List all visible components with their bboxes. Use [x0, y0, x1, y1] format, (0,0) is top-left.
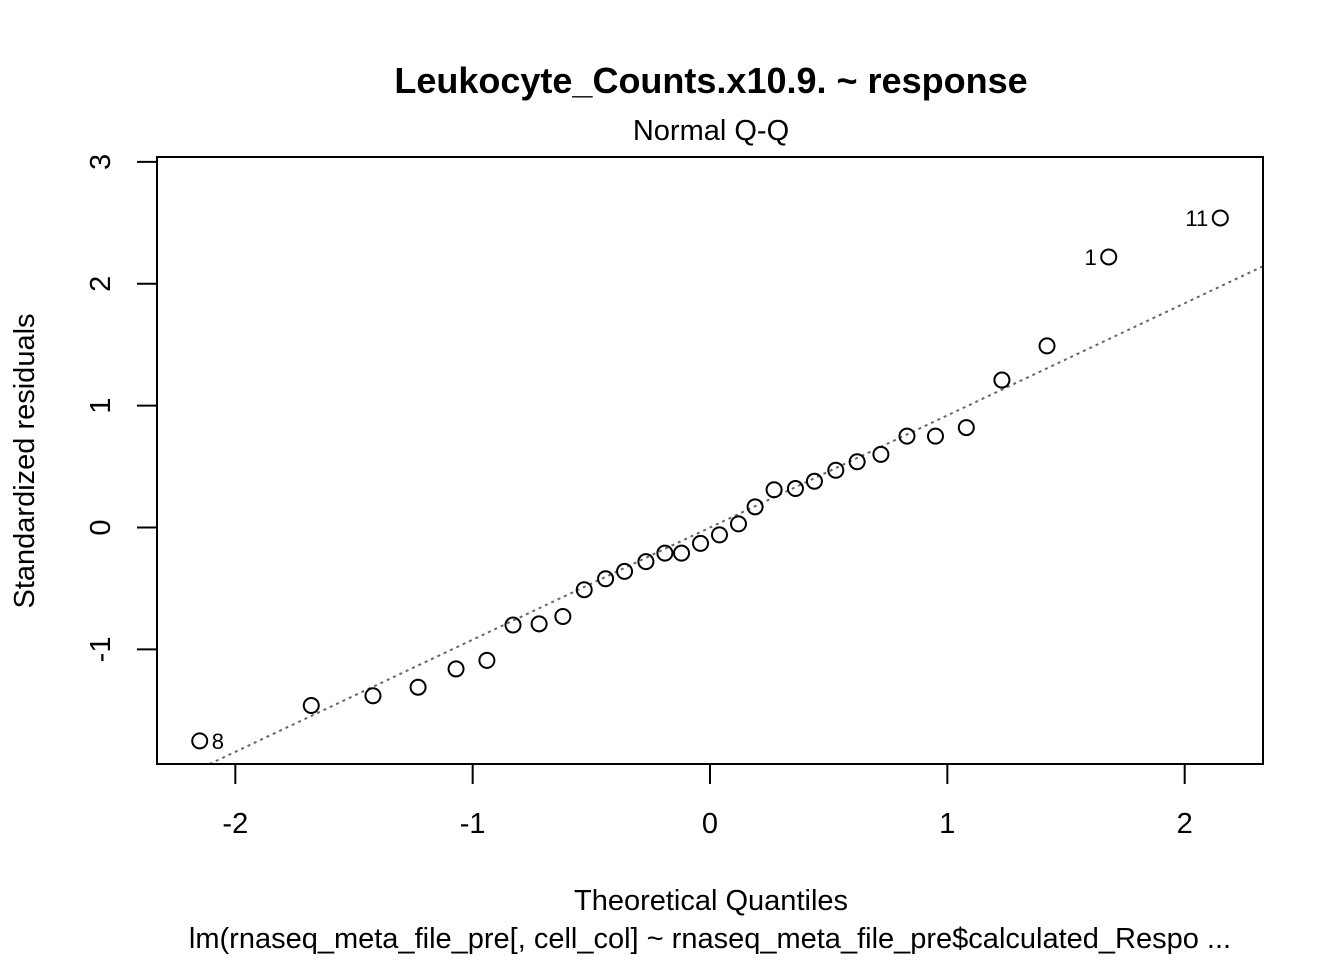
data-point [302, 696, 320, 714]
data-point [530, 615, 548, 633]
y-axis: -1 0 1 2 3 [85, 154, 158, 663]
data-point [447, 660, 465, 678]
model-caption: lm(rnaseq_meta_file_pre[, cell_col] ~ rn… [189, 923, 1231, 955]
data-point [597, 570, 615, 588]
x-tick-label: 1 [939, 808, 955, 840]
data-point [786, 480, 804, 498]
plot-frame [156, 156, 1264, 765]
point-label: 1 [1084, 245, 1096, 270]
x-axis: -2 -1 0 1 2 [222, 763, 1193, 840]
data-point [710, 526, 728, 544]
x-tick-label: -1 [460, 808, 486, 840]
data-point [692, 534, 710, 552]
data-point [637, 553, 655, 571]
data-point [616, 562, 634, 580]
data-point [575, 581, 593, 599]
data-point [554, 608, 572, 626]
data-point [729, 515, 747, 533]
data-point [872, 445, 890, 463]
data-point [827, 461, 845, 479]
data-point [191, 732, 209, 750]
data-point [364, 687, 382, 705]
data-point [673, 544, 691, 562]
data-point [746, 498, 764, 516]
y-tick-label: 3 [85, 154, 117, 170]
x-axis-label: Theoretical Quantiles [574, 885, 848, 917]
data-point [409, 678, 427, 696]
data-point [504, 616, 522, 634]
x-tick-label: 2 [1177, 808, 1193, 840]
y-tick-label: 0 [85, 519, 117, 535]
y-tick-label: -1 [85, 637, 117, 663]
reference-line [209, 265, 1264, 765]
x-tick-label: -2 [222, 808, 248, 840]
y-axis-label: Standardized residuals [9, 313, 41, 608]
data-point [993, 371, 1011, 389]
chart-title: Leukocyte_Counts.x10.9. ~ response [394, 60, 1027, 101]
data-point [1100, 248, 1118, 266]
x-tick-label: 0 [702, 808, 718, 840]
data-point [1038, 337, 1056, 355]
data-point [926, 427, 944, 445]
data-point [1211, 209, 1229, 227]
data-point [957, 419, 975, 437]
points-layer [191, 209, 1229, 750]
data-point [478, 651, 496, 669]
chart-subtitle: Normal Q-Q [633, 115, 789, 147]
point-label: 11 [1185, 206, 1208, 231]
data-point [848, 453, 866, 471]
y-tick-label: 1 [85, 398, 117, 414]
data-point [765, 481, 783, 499]
y-tick-label: 2 [85, 276, 117, 292]
reference-line-layer [209, 265, 1264, 765]
point-label: 8 [212, 729, 224, 754]
data-point [805, 472, 823, 490]
data-point [656, 544, 674, 562]
data-point [898, 427, 916, 445]
